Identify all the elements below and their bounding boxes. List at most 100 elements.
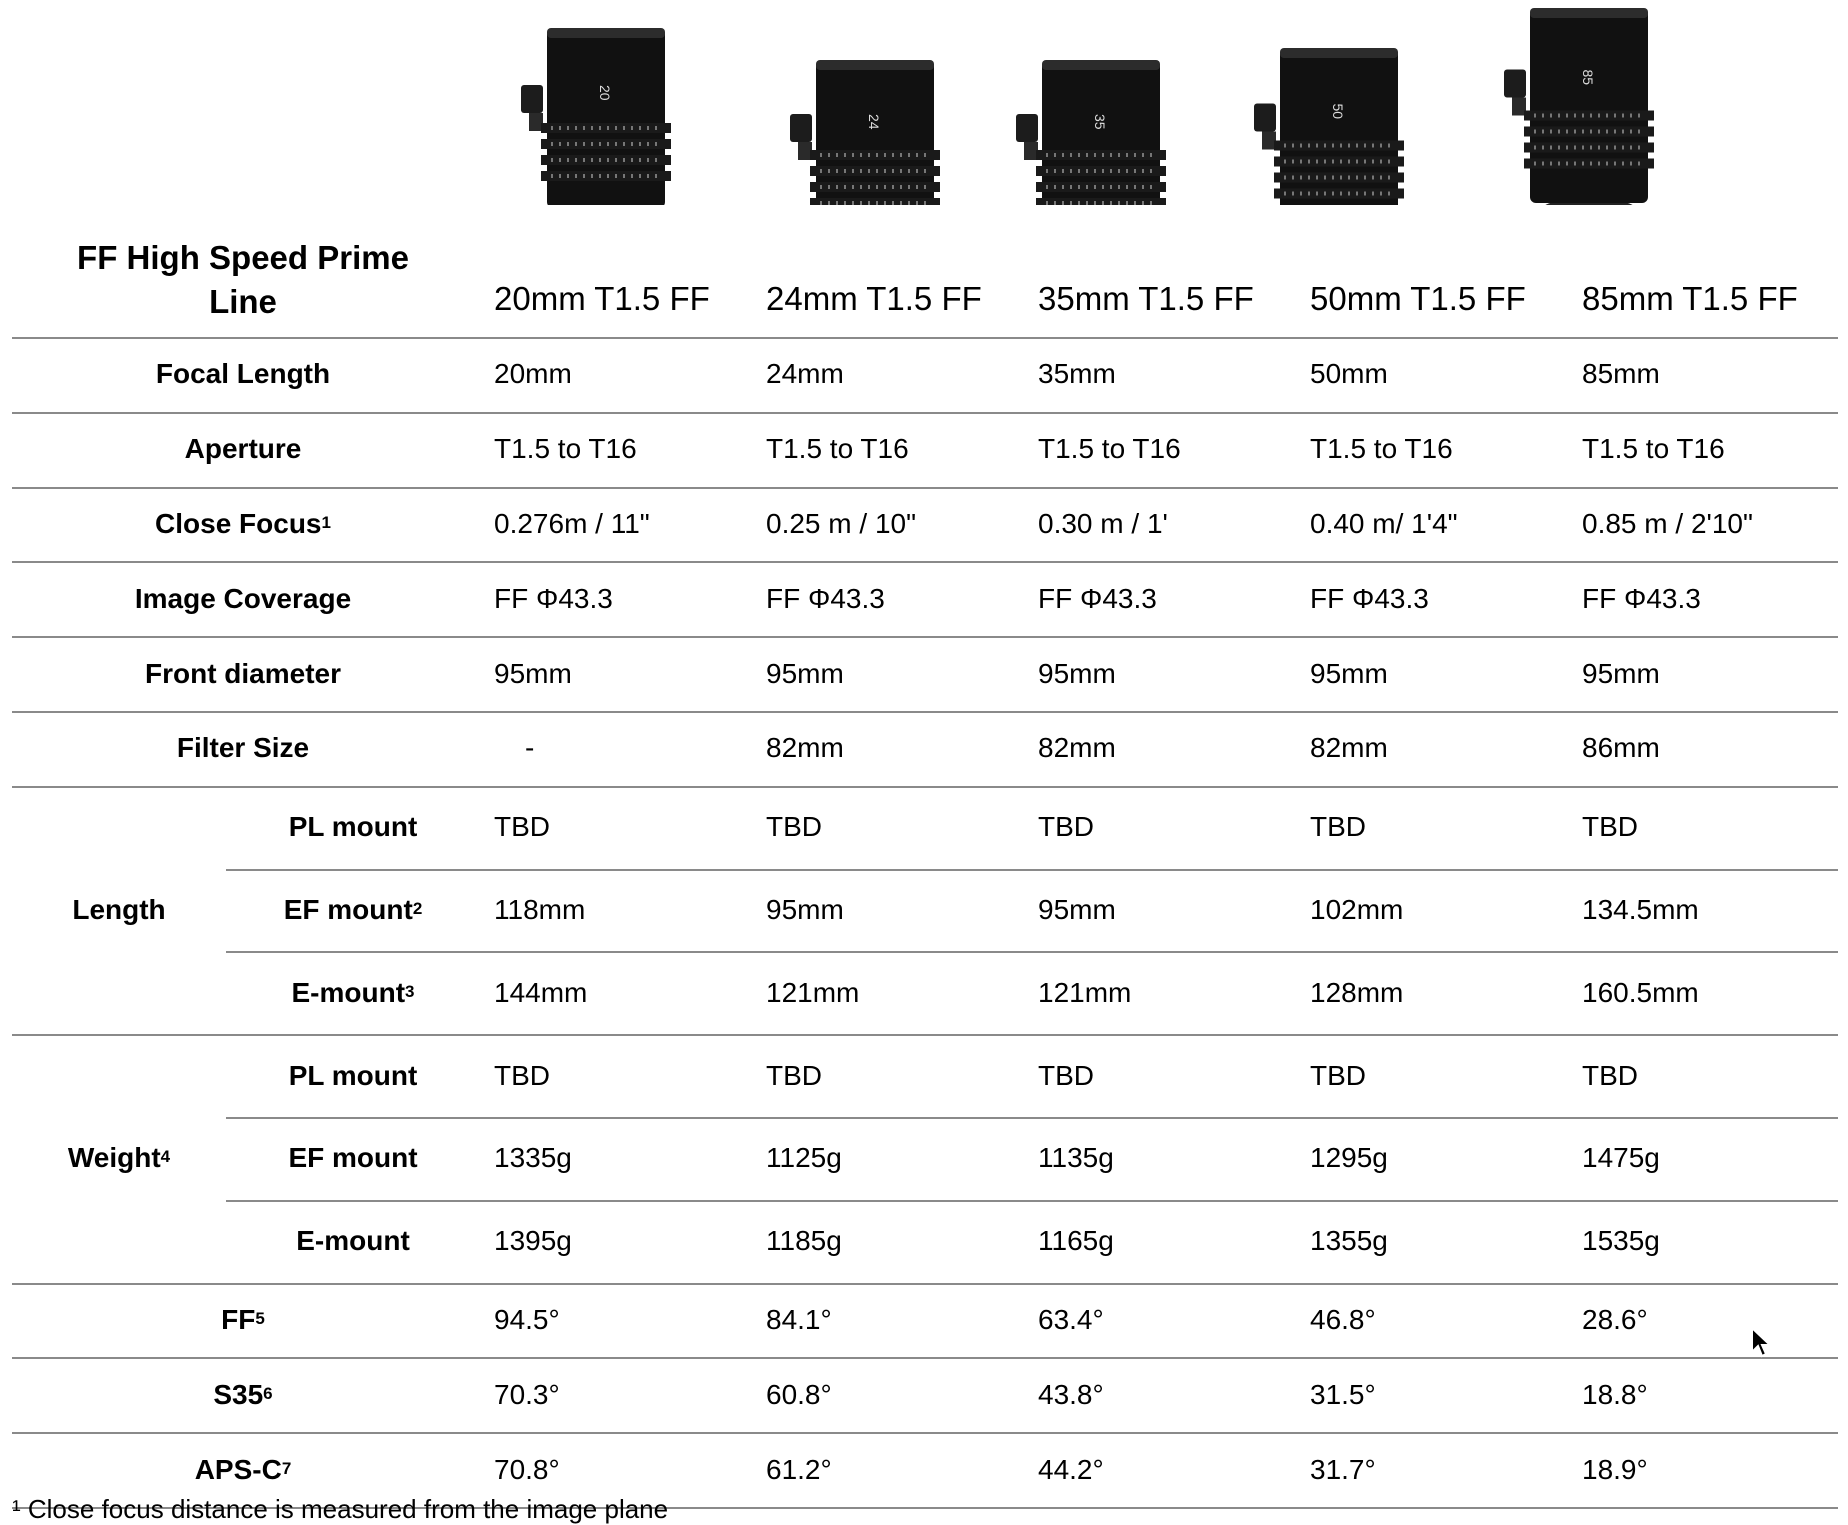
group-label: Length (72, 894, 165, 926)
table-cell: 118mm (494, 894, 586, 925)
table-cell: 18.9° (1582, 1453, 1648, 1485)
row-divider (12, 1034, 1838, 1036)
label-text: PL mount (288, 811, 418, 843)
table-cell: 95mm (1582, 657, 1660, 689)
table-cell: T1.5 to T16 (494, 433, 637, 465)
column-header: 24mm T1.5 FF (766, 280, 982, 317)
column-header: 20mm T1.5 FF (494, 280, 710, 317)
table-cell: 82mm (1038, 732, 1116, 764)
table-cell: 102mm (1310, 894, 1404, 925)
label-text: EF mount (288, 1142, 418, 1174)
subrow-label: PL mount (289, 811, 418, 843)
row-label: Image Coverage (135, 583, 351, 615)
label-text: Image Coverage (134, 582, 352, 614)
table-cell: TBD (766, 1059, 822, 1091)
table-cell: TBD (494, 811, 550, 843)
label-text: FF (221, 1304, 256, 1335)
label-text: Length (72, 894, 166, 925)
title-line-1: FF High Speed Prime (77, 239, 409, 276)
svg-text:50: 50 (1330, 104, 1346, 120)
footnote-marker: 4 (160, 1147, 171, 1167)
table-cell: 24mm (766, 358, 844, 390)
row-divider (12, 786, 1838, 788)
table-cell: 82mm (1310, 732, 1388, 764)
table-cell: 31.7° (1310, 1453, 1376, 1485)
table-cell: T1.5 to T16 (1310, 433, 1453, 465)
column-header: 50mm T1.5 FF (1310, 280, 1526, 317)
row-divider (12, 636, 1838, 638)
table-cell: 1475g (1582, 1142, 1660, 1174)
table-cell: 0.40 m/ 1'4" (1310, 508, 1458, 539)
row-divider (226, 1117, 1838, 1119)
table-cell: 0.85 m / 2'10" (1582, 508, 1753, 539)
row-divider (12, 711, 1838, 713)
row-divider (226, 1200, 1838, 1202)
table-cell: 70.8° (494, 1453, 560, 1485)
column-header: 35mm T1.5 FF (1038, 280, 1254, 317)
label-text: E-mount (291, 976, 406, 1008)
label-text: Focal Length (155, 358, 331, 390)
label-text: Front diameter (144, 657, 342, 689)
table-cell: TBD (766, 811, 822, 843)
column-header: 85mm T1.5 FF (1582, 280, 1798, 317)
table-cell: 85mm (1582, 358, 1660, 390)
table-cell: 160.5mm (1582, 976, 1699, 1008)
label-text: Weight (67, 1142, 161, 1174)
mouse-cursor-icon (1751, 1326, 1772, 1358)
table-cell: TBD (1038, 811, 1094, 843)
label-text: EF mount (283, 894, 413, 925)
row-label: Close Focus1 (155, 508, 331, 540)
table-cell: TBD (494, 1059, 550, 1091)
row-divider (12, 561, 1838, 563)
svg-text:20: 20 (597, 85, 613, 101)
table-cell: 95mm (1038, 657, 1116, 689)
svg-text:35: 35 (1092, 114, 1108, 130)
table-cell: 60.8° (766, 1378, 832, 1410)
lens-image: 50 (1254, 48, 1404, 205)
table-cell: 63.4° (1038, 1304, 1104, 1335)
table-cell: FF Φ43.3 (766, 582, 885, 614)
row-divider (226, 869, 1838, 871)
table-cell: 95mm (1310, 657, 1388, 689)
table-cell: 31.5° (1310, 1378, 1376, 1410)
table-cell: 46.8° (1310, 1304, 1376, 1335)
table-cell: TBD (1582, 1059, 1638, 1091)
table-cell: 18.8° (1582, 1378, 1648, 1410)
table-cell: - (525, 732, 535, 764)
table-cell: 1395g (494, 1225, 572, 1257)
subrow-label: PL mount (289, 1060, 418, 1092)
table-cell: 43.8° (1038, 1378, 1104, 1410)
row-label: Aperture (185, 433, 302, 465)
table-cell: 95mm (766, 657, 844, 689)
table-cell: 20mm (494, 358, 572, 390)
label-text: S35 (213, 1378, 264, 1410)
row-label: Front diameter (145, 658, 341, 690)
table-cell: 1535g (1582, 1225, 1660, 1257)
table-title: FF High Speed Prime Line (77, 236, 409, 324)
table-cell: 1295g (1310, 1142, 1388, 1174)
table-cell: 1335g (494, 1142, 572, 1174)
group-label: Weight4 (68, 1142, 170, 1174)
subrow-label: E-mount (296, 1225, 410, 1257)
table-cell: FF Φ43.3 (1582, 582, 1701, 614)
table-cell: 28.6° (1582, 1304, 1648, 1335)
row-divider (12, 412, 1838, 414)
table-cell: 0.25 m / 10" (766, 508, 917, 539)
row-divider (226, 951, 1838, 953)
svg-text:85: 85 (1580, 70, 1596, 86)
table-cell: 70.3° (494, 1378, 560, 1410)
row-divider (12, 1283, 1838, 1285)
table-cell: 1185g (766, 1225, 842, 1257)
table-cell: 128mm (1310, 976, 1404, 1008)
table-cell: 0.276m / 11" (494, 508, 650, 539)
table-cell: FF Φ43.3 (1038, 582, 1157, 614)
table-cell: 121mm (1038, 976, 1132, 1008)
row-divider (12, 1357, 1838, 1359)
table-cell: T1.5 to T16 (1038, 433, 1181, 465)
subrow-label: EF mount2 (284, 894, 423, 926)
table-cell: 1165g (1038, 1225, 1114, 1257)
table-cell: 1125g (766, 1142, 842, 1174)
table-cell: TBD (1582, 811, 1638, 843)
table-cell: 134.5mm (1582, 894, 1699, 925)
title-line-2: Line (209, 283, 277, 320)
